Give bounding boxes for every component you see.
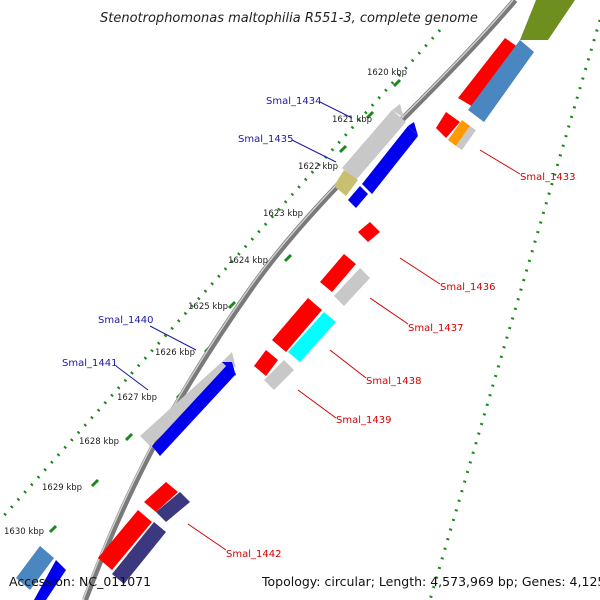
gene-label-smal-1437[interactable]: Smal_1437 [408, 323, 463, 334]
gene-labels-right: Smal_1433 Smal_1436 Smal_1437 Smal_1438 … [226, 172, 575, 560]
gene-smal-1435-body[interactable] [362, 126, 418, 194]
gene-navy-1442[interactable] [112, 522, 166, 584]
gene-red-feature[interactable] [458, 38, 525, 108]
gene-label-smal-1441[interactable]: Smal_1441 [62, 358, 117, 369]
gene-blue-bottom[interactable] [34, 560, 66, 600]
gene-navy-1442-small[interactable] [156, 492, 190, 522]
kbp-label: 1621 kbp [332, 115, 372, 125]
kbp-label: 1622 kbp [298, 162, 338, 172]
gene-orange-feature[interactable] [448, 120, 470, 146]
gene-red-small-1438[interactable] [254, 350, 278, 376]
gene-smal-1441-head[interactable] [222, 362, 236, 376]
gene-red-1437[interactable] [320, 254, 356, 292]
gene-smal-1441[interactable] [152, 364, 236, 456]
kbp-labels: 1620 kbp 1621 kbp 1622 kbp 1623 kbp 1624… [4, 68, 407, 537]
gene-smal-1440-head[interactable] [224, 352, 236, 368]
gene-steel-feature[interactable] [468, 40, 534, 122]
gene-smal-1434-body[interactable] [342, 110, 406, 180]
gene-smal-1440[interactable] [140, 360, 234, 446]
gene-label-smal-1434[interactable]: Smal_1434 [266, 96, 321, 107]
kbp-label: 1628 kbp [79, 437, 119, 447]
map-title: Stenotrophomonas maltophilia R551-3, com… [100, 11, 478, 26]
gene-red-1438[interactable] [272, 298, 322, 352]
gene-label-smal-1435[interactable]: Smal_1435 [238, 134, 293, 145]
genome-stats-label: Topology: circular; Length: 4,573,969 bp… [261, 574, 600, 589]
gene-red-small[interactable] [436, 112, 460, 138]
gene-gray-1439[interactable] [264, 360, 294, 390]
kbp-label: 1624 kbp [228, 256, 268, 266]
gene-steel-bottom[interactable] [16, 546, 54, 590]
gene-blue-small[interactable] [348, 186, 368, 208]
gene-smal-1436[interactable] [358, 222, 380, 242]
gene-label-smal-1433[interactable]: Smal_1433 [520, 172, 575, 183]
gene-red-1442-small[interactable] [144, 482, 178, 512]
kbp-label: 1629 kbp [42, 483, 82, 493]
gene-label-smal-1439[interactable]: Smal_1439 [336, 415, 391, 426]
kbp-label: 1620 kbp [367, 68, 407, 78]
gene-gray-1437[interactable] [334, 268, 370, 306]
gene-smal-1434-head[interactable] [392, 104, 404, 118]
inner-dotted-track [0, 28, 442, 522]
gene-label-smal-1436[interactable]: Smal_1436 [440, 282, 495, 293]
kbp-label: 1625 kbp [188, 302, 228, 312]
genome-backbone [82, 0, 518, 600]
gene-label-smal-1440[interactable]: Smal_1440 [98, 315, 153, 326]
gene-smal-1435-head[interactable] [408, 122, 418, 136]
gene-label-smal-1438[interactable]: Smal_1438 [366, 376, 421, 387]
outer-dotted-track [428, 19, 600, 600]
gene-red-1442[interactable] [98, 510, 152, 570]
leader-lines [115, 101, 521, 551]
gene-label-smal-1442[interactable]: Smal_1442 [226, 549, 281, 560]
kbp-label: 1626 kbp [155, 348, 195, 358]
gene-olive-feature[interactable] [520, 0, 575, 40]
kbp-label: 1630 kbp [4, 527, 44, 537]
gene-khaki-feature[interactable] [334, 170, 358, 196]
accession-label: Accession: NC_011071 [9, 574, 151, 589]
gene-gray-small[interactable] [456, 126, 476, 150]
kbp-label: 1627 kbp [117, 393, 157, 403]
kbp-label: 1623 kbp [263, 209, 303, 219]
gene-cyan-1438[interactable] [288, 312, 336, 362]
gene-labels-left: Smal_1434 Smal_1435 Smal_1440 Smal_1441 [62, 96, 321, 369]
